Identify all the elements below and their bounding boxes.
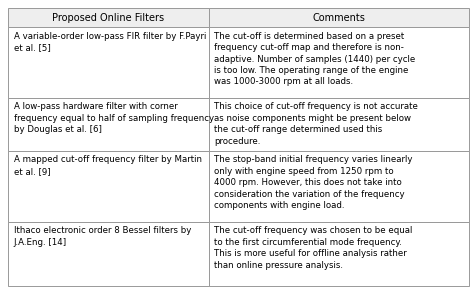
Bar [8,98,208,151]
Bar [8,8,208,27]
Text: A variable-order low-pass FIR filter by F.Payri
et al. [5]: A variable-order low-pass FIR filter by … [13,32,206,52]
Text: Proposed Online Filters: Proposed Online Filters [52,13,164,23]
Text: This choice of cut-off frequency is not accurate
as noise components might be pr: This choice of cut-off frequency is not … [214,102,417,146]
Text: A mapped cut-off frequency filter by Martin
et al. [9]: A mapped cut-off frequency filter by Mar… [13,156,201,176]
Text: Comments: Comments [312,13,365,23]
Bar [8,151,208,222]
Text: Ithaco electronic order 8 Bessel filters by
J.A.Eng. [14]: Ithaco electronic order 8 Bessel filters… [13,226,190,247]
Text: The stop-band initial frequency varies linearly
only with engine speed from 1250: The stop-band initial frequency varies l… [214,156,412,210]
Text: The cut-off is determined based on a preset
frequency cut-off map and therefore : The cut-off is determined based on a pre… [214,32,415,86]
Bar [8,222,208,286]
Bar [8,27,208,98]
Text: A low-pass hardware filter with corner
frequency equal to half of sampling frequ: A low-pass hardware filter with corner f… [13,102,213,134]
Bar [208,151,468,222]
Text: The cut-off frequency was chosen to be equal
to the first circumferential mode f: The cut-off frequency was chosen to be e… [214,226,412,270]
Bar [208,222,468,286]
Bar [208,27,468,98]
Bar [208,98,468,151]
Bar [208,8,468,27]
